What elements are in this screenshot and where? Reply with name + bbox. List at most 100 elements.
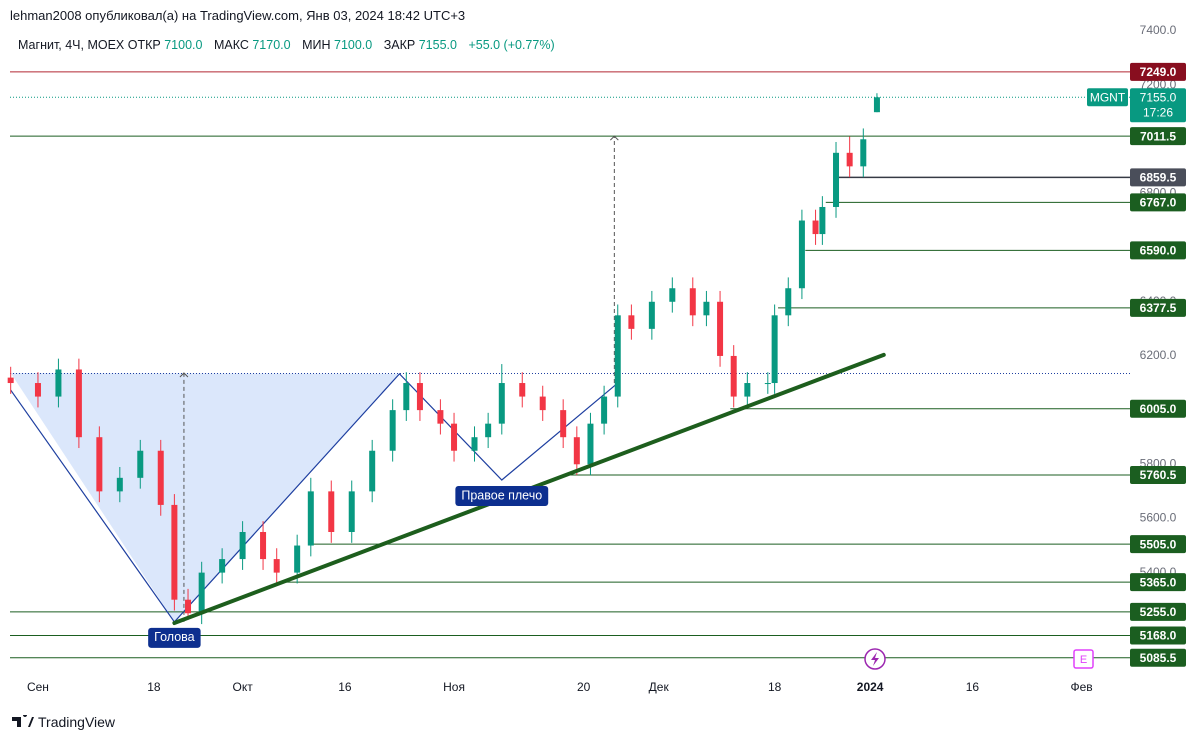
pattern-line [10,372,619,623]
y-tick-label: 5600.0 [1140,511,1177,525]
last-symbol-box [1087,88,1128,107]
level-box [1130,648,1186,667]
x-tick-label: Ноя [443,680,465,694]
event-icons: E [864,648,1094,670]
level-box [1130,602,1186,621]
candle-body [498,383,505,424]
candle-body [485,423,492,438]
logo [12,715,34,727]
level-box [1130,298,1186,317]
ohlc-label: МИН [302,38,331,52]
level-label: 5085.5 [1140,651,1177,665]
x-tick-label: Фев [1070,680,1092,694]
candle-body [648,301,655,329]
candle-body [669,288,676,302]
candle-body [451,423,458,451]
candle-body [833,152,840,207]
candle-body [307,491,314,546]
candle-body [328,491,335,532]
candle-body [294,545,301,573]
last-symbol: MGNT [1090,90,1126,104]
brand: TradingView [38,714,116,730]
x-tick-label: 20 [577,680,591,694]
candle-body [116,477,123,492]
candle-body [744,383,751,397]
level-box [1130,535,1186,554]
level-label: 6859.5 [1140,170,1177,184]
candle-body [560,410,567,438]
ohlc-value: 7100.0 [164,38,203,52]
annotation-box [455,485,549,506]
candle-body [7,377,14,384]
x-tick-label: Сен [27,680,49,694]
candle-body [239,531,246,560]
candle-body [846,152,853,167]
level-box [1130,127,1186,146]
x-tick-label: 16 [338,680,352,694]
candle-body [471,437,478,451]
candle-body [573,437,580,465]
x-tick-label: Окт [232,680,253,694]
candle-body [689,288,696,316]
candle-body [369,450,376,492]
level-label: 5255.0 [1140,605,1177,619]
level-box [1130,168,1186,187]
candle-body [539,396,546,411]
footer: TradingView [12,714,115,730]
level-label: 7011.5 [1140,129,1176,143]
ohlc-value: 7170.0 [252,38,291,52]
publisher-line: lehman2008 опубликовал(а) на TradingView… [10,8,466,23]
level-box [1130,465,1186,484]
countdown: 17:26 [1143,105,1173,119]
y-tick-label: 7400.0 [1140,23,1177,37]
candle-body [273,559,280,573]
level-label: 5760.5 [1140,468,1177,482]
candle-body [703,301,710,316]
candle-body [785,288,792,316]
candle-body [771,315,778,384]
candle-body [416,383,423,411]
candle-body [171,504,178,600]
ohlc-value: 7100.0 [334,38,373,52]
annotation-box [148,627,201,648]
level-box [1130,573,1186,592]
candle-body [437,410,444,424]
target-arrow-head [179,372,189,378]
level-box [1130,193,1186,212]
candle-body [389,410,396,451]
candle-body [519,383,526,397]
level-box [1130,399,1186,418]
target-arrow-head [609,135,619,141]
candle-body [157,450,164,505]
ohlc-label: МАКС [213,38,249,52]
x-tick-label: Дек [649,680,670,694]
level-label: 6005.0 [1140,402,1177,416]
candle-body [34,383,41,397]
annotation-label: Голова [154,630,194,644]
x-tick-label: 16 [966,680,980,694]
candle-body [873,97,880,113]
candle-body [137,450,144,478]
level-box [1130,62,1186,81]
x-tick-label: 2024 [857,680,884,694]
pattern-shade [10,373,400,622]
symbol-legend: Магнит, 4Ч, MOEX ОТКР 7100.0 МАКС 7170.0… [18,38,563,52]
level-label: 5365.0 [1140,575,1177,589]
candle-body [75,369,82,438]
candle-body [96,437,103,492]
candle-body [185,599,192,614]
level-label: 6590.0 [1140,243,1177,257]
level-label: 5168.0 [1140,629,1177,643]
ohlc-label: ЗАКР [383,38,416,52]
candle-body [798,220,805,289]
level-label: 6377.5 [1140,301,1177,315]
last-price: 7155.0 [1140,90,1177,104]
candle-body [812,220,819,235]
candle-body [55,369,62,397]
candle-body [587,423,594,465]
last-price-box [1130,88,1186,123]
y-tick-label: 6200.0 [1140,348,1177,362]
level-box [1130,626,1186,645]
